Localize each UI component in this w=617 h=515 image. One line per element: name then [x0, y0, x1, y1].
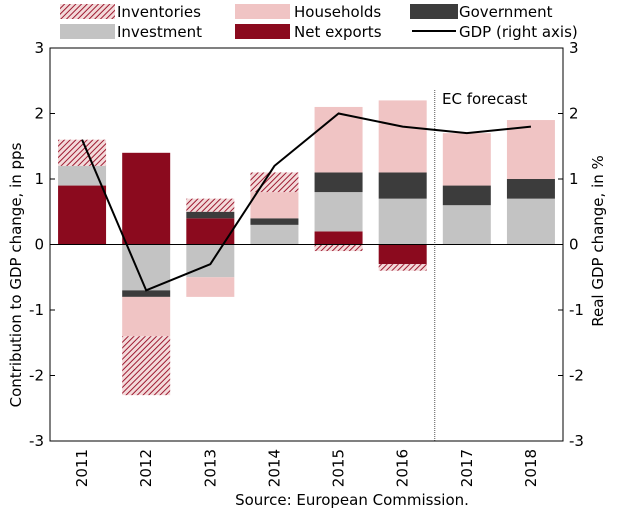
bar-households-2013	[186, 277, 235, 297]
legend-label-government: Government	[459, 3, 553, 21]
legend-swatch-inventories	[60, 4, 115, 19]
forecast-label: EC forecast	[442, 90, 527, 108]
bar-households-2016	[378, 100, 427, 173]
y-tick-label-2: 2	[34, 105, 44, 123]
x-tick-label-2016: 2016	[394, 449, 412, 487]
bar-investment-2017	[442, 205, 491, 245]
plot-area: 3 3 2 2 1 1 0 0 -1 -1 -2 -2 -3 -3 2011 2012 2013 2014 2015…	[29, 39, 584, 487]
y2-tick-label--2: -2	[569, 367, 584, 385]
x-tick-label-2012: 2012	[137, 449, 155, 487]
bar-investment-2014	[250, 224, 299, 245]
bar-investment-2016	[378, 198, 427, 245]
legend-swatch-households	[235, 4, 290, 19]
bar-households-2014	[250, 192, 299, 219]
bar-inventories-2011	[58, 139, 107, 166]
bar-government-2012	[122, 290, 171, 297]
legend-label-households: Households	[294, 3, 381, 21]
y-tick-label--2: -2	[29, 367, 44, 385]
bar-investment-2013	[186, 244, 235, 278]
x-tick-label-2011: 2011	[73, 449, 91, 487]
legend-label-net-exports: Net exports	[294, 23, 382, 41]
bar-households-2018	[506, 120, 555, 179]
bar-inventories-2012	[122, 336, 171, 396]
legend-label-inventories: Inventories	[117, 3, 201, 21]
legend-swatch-investment	[60, 24, 115, 39]
legend-swatch-net-exports	[235, 24, 290, 39]
x-tick-label-2017: 2017	[458, 449, 476, 487]
bar-inventories-2013	[186, 198, 235, 212]
bar-investment-2015	[314, 192, 363, 232]
y2-axis-label: Real GDP change, in %	[589, 155, 607, 327]
y-tick-label-0: 0	[34, 236, 44, 254]
y2-tick-label--1: -1	[569, 301, 584, 319]
bar-households-2017	[442, 133, 491, 186]
bar-government-2015	[314, 172, 363, 193]
bar-net-exports-2012	[122, 152, 171, 245]
y2-tick-label-1: 1	[569, 170, 579, 188]
x-tick-label-2018: 2018	[522, 449, 540, 487]
y2-tick-label-3: 3	[569, 39, 579, 57]
x-tick-label-2014: 2014	[265, 449, 283, 487]
bar-investment-2011	[58, 165, 107, 186]
y-tick-label-3: 3	[34, 39, 44, 57]
bar-households-2012	[122, 296, 171, 337]
gdp-line	[81, 112, 532, 292]
bar-net-exports-2015	[314, 231, 363, 245]
bar-government-2013	[186, 211, 235, 219]
y2-tick-label--3: -3	[569, 432, 584, 450]
bar-inventories-2016	[378, 264, 427, 271]
bar-government-2016	[378, 172, 427, 199]
y-tick-label--1: -1	[29, 301, 44, 319]
bar-government-2017	[442, 185, 491, 206]
y2-tick-label-0: 0	[569, 236, 579, 254]
bar-government-2018	[506, 179, 555, 199]
bar-net-exports-2016	[378, 244, 427, 265]
legend-swatch-government	[410, 4, 458, 19]
x-tick-label-2013: 2013	[201, 449, 219, 487]
legend-label-investment: Investment	[117, 23, 202, 41]
y-axis-label: Contribution to GDP change, in pps	[7, 142, 25, 407]
legend: Inventories Investment Households Net ex…	[60, 3, 578, 41]
y-tick-label-1: 1	[34, 170, 44, 188]
bar-net-exports-2011	[58, 185, 107, 245]
y2-tick-label-2: 2	[569, 105, 579, 123]
bar-investment-2018	[506, 198, 555, 245]
y-tick-label--3: -3	[29, 432, 44, 450]
bar-net-exports-2013	[186, 218, 235, 245]
bar-government-2014	[250, 218, 299, 225]
bar-inventories-2014	[250, 172, 299, 193]
source-note: Source: European Commission.	[235, 491, 469, 509]
bar-households-2015	[314, 106, 363, 173]
legend-label-gdp: GDP (right axis)	[459, 23, 578, 41]
x-tick-label-2015: 2015	[330, 449, 348, 487]
bar-inventories-2015	[314, 244, 363, 252]
